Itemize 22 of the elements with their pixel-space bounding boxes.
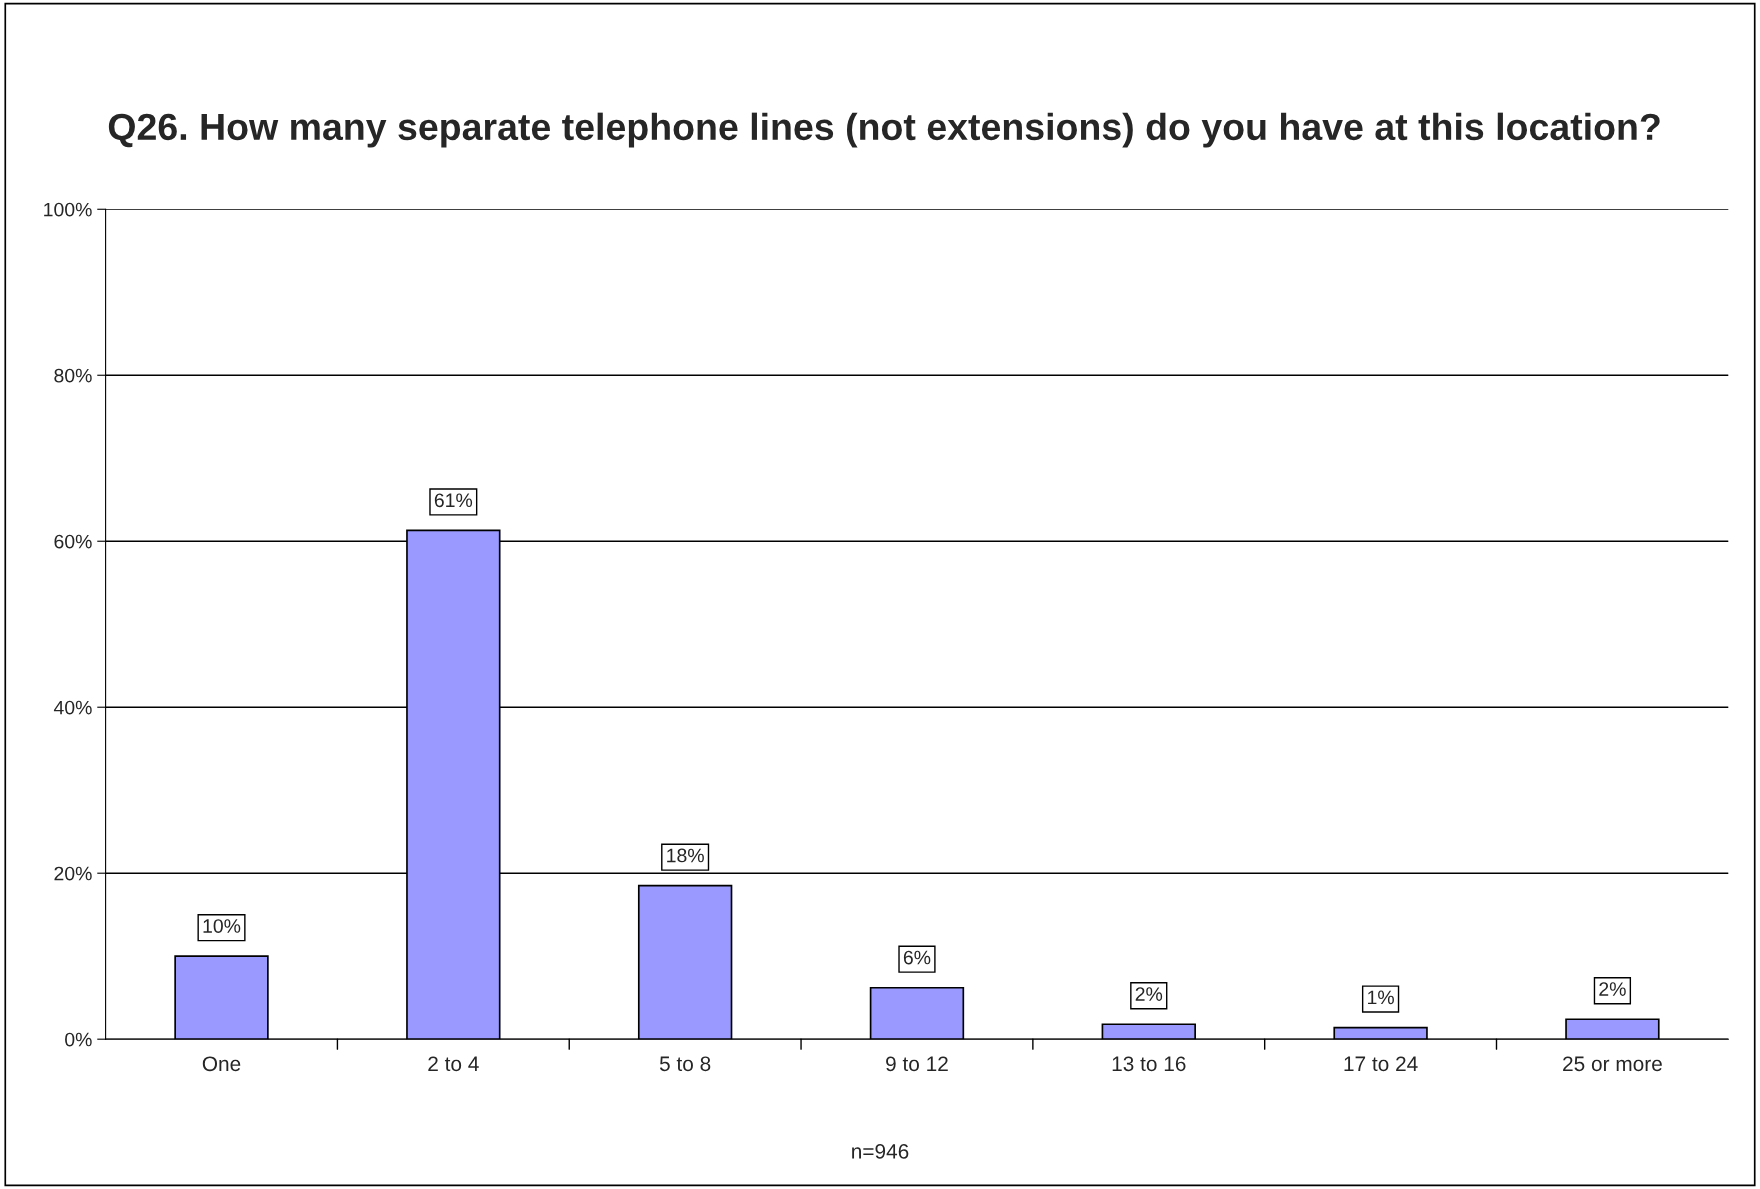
x-tick-label: One (202, 1056, 241, 1072)
y-tick-label: 20% (54, 866, 92, 881)
y-tick-label: 40% (53, 700, 92, 715)
y-tick-label: 0% (65, 1032, 92, 1047)
data-label: 6% (903, 950, 931, 965)
data-label: 61% (434, 493, 473, 508)
x-tick-label: 17 to 24 (1344, 1056, 1418, 1072)
data-label: 2% (1599, 982, 1626, 996)
x-tick-label: 13 to 16 (1112, 1056, 1186, 1072)
text: n=946 (852, 1143, 909, 1159)
data-label: 2% (1135, 987, 1163, 1001)
x-tick-label: 9 to 12 (886, 1056, 948, 1072)
y-tick-label: 80% (54, 368, 92, 383)
data-label: 1% (1368, 990, 1394, 1005)
chart-title: Q26. How many separate telephone lines (not extensions) do you have at this location? (108, 112, 1660, 148)
data-label: 18% (667, 848, 704, 863)
x-tick-label: 2 to 4 (428, 1056, 479, 1072)
x-tick-label: 5 to 8 (659, 1056, 711, 1072)
x-tick-label: 25 or more (1563, 1056, 1662, 1072)
y-tick-label: 100% (44, 202, 92, 217)
y-tick-label: 60% (54, 534, 92, 549)
data-label: 10% (203, 919, 241, 933)
